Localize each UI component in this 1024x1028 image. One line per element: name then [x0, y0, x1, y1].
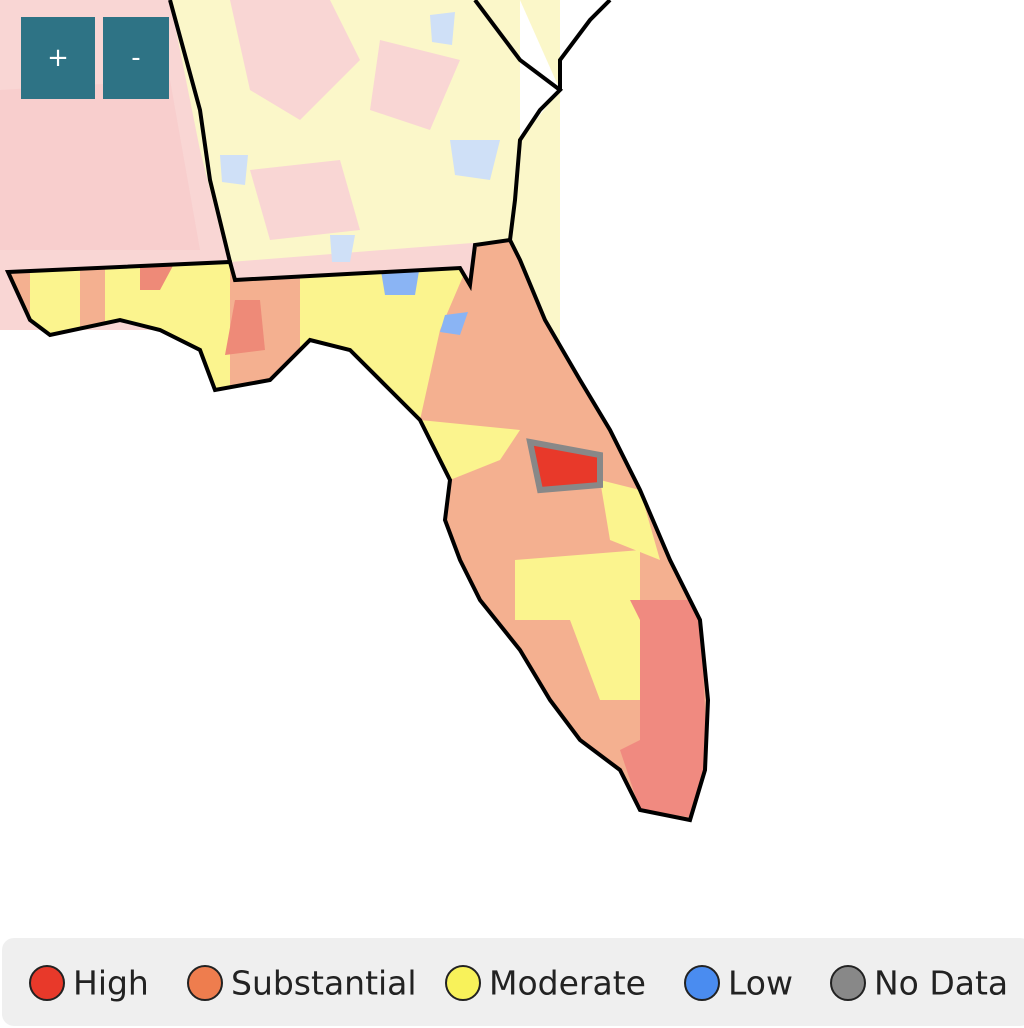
county-region [450, 140, 500, 180]
county-high [526, 438, 603, 494]
county-region [370, 40, 460, 130]
county-region [330, 235, 355, 262]
county-region [220, 155, 248, 185]
legend-label: Substantial [231, 964, 417, 1003]
county-moderate [30, 260, 80, 340]
legend-swatch [29, 965, 65, 1001]
county-region [250, 160, 360, 240]
county-substantial [140, 262, 175, 290]
legend-label: No Data [874, 964, 1008, 1003]
legend-label: Moderate [489, 964, 646, 1003]
county-moderate [600, 480, 660, 560]
legend-swatch [684, 965, 720, 1001]
legend-label: High [73, 964, 149, 1003]
county-region [430, 12, 455, 45]
state-border [4, 237, 711, 823]
state-border [168, 0, 232, 263]
county-region [230, 0, 360, 120]
zoom-in-button[interactable]: + [21, 17, 95, 99]
map [0, 0, 711, 823]
county-region [0, 80, 200, 250]
county-moderate [515, 550, 640, 700]
county-low [440, 312, 468, 335]
county-substantial [620, 600, 708, 820]
georgia-coast [510, 0, 560, 360]
legend-swatch [830, 965, 866, 1001]
legend-label: Low [728, 964, 793, 1003]
legend-swatch [445, 965, 481, 1001]
legend: High Substantial Moderate Low No Data [2, 938, 1024, 1026]
state-border [473, 0, 564, 241]
state-border [558, 0, 612, 90]
county-substantial [225, 300, 265, 355]
legend-swatch [187, 965, 223, 1001]
legend-items: High Substantial Moderate Low No Data [29, 964, 1008, 1003]
zoom-out-button[interactable]: - [103, 17, 169, 99]
